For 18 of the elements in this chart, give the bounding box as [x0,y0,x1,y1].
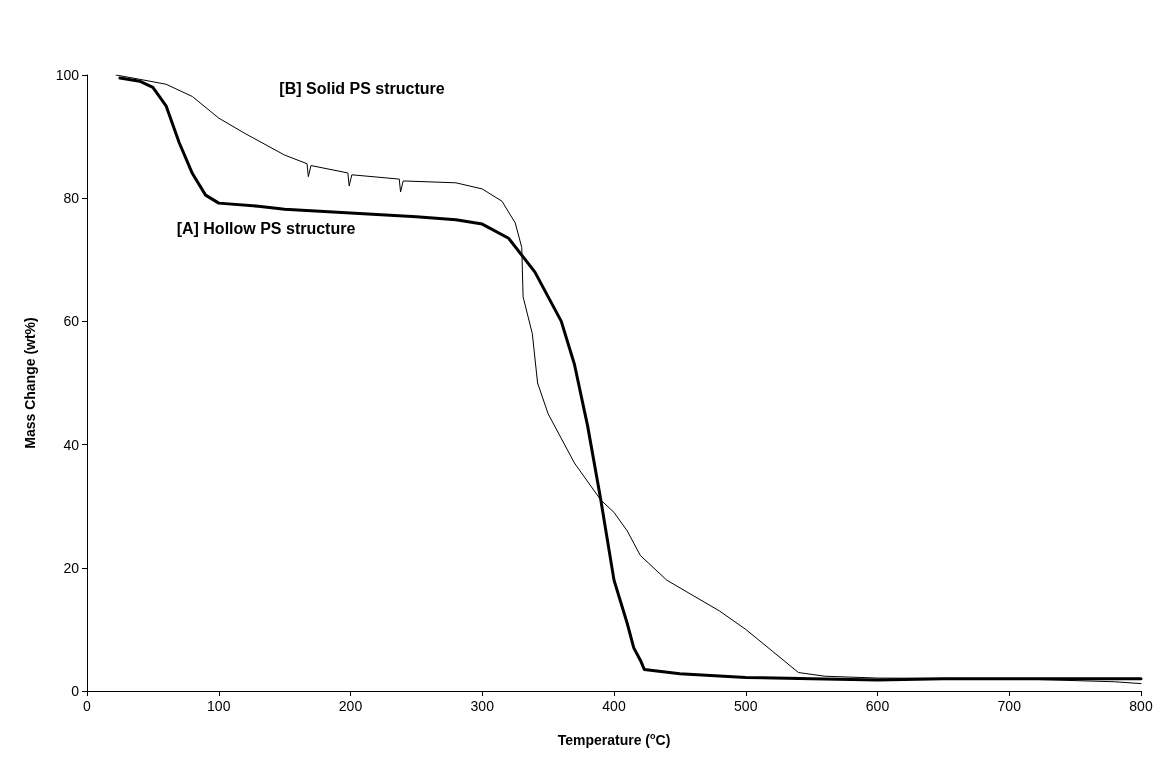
x-tick-label: 400 [602,698,626,714]
y-tick-label: 80 [63,190,80,207]
y-axis-title: Mass Change (wt%) [22,317,38,449]
y-tick-label: 20 [63,559,80,576]
x-tick-label: 500 [734,698,758,714]
x-tick-label: 300 [470,698,495,714]
x-tick-label: 800 [1129,698,1153,714]
x-tick-label: 100 [207,698,231,714]
x-tick-label: 700 [997,698,1022,714]
annotation: [B] Solid PS structure [279,79,445,97]
y-tick-label: 40 [63,436,80,453]
y-tick-label: 0 [71,683,80,699]
x-tick-label: 600 [865,698,890,714]
y-tick-label: 60 [63,313,80,330]
y-tick-label: 100 [55,67,80,83]
x-tick-label: 0 [83,698,92,714]
annotation: [A] Hollow PS structure [176,219,356,237]
x-tick-label: 200 [338,698,363,714]
